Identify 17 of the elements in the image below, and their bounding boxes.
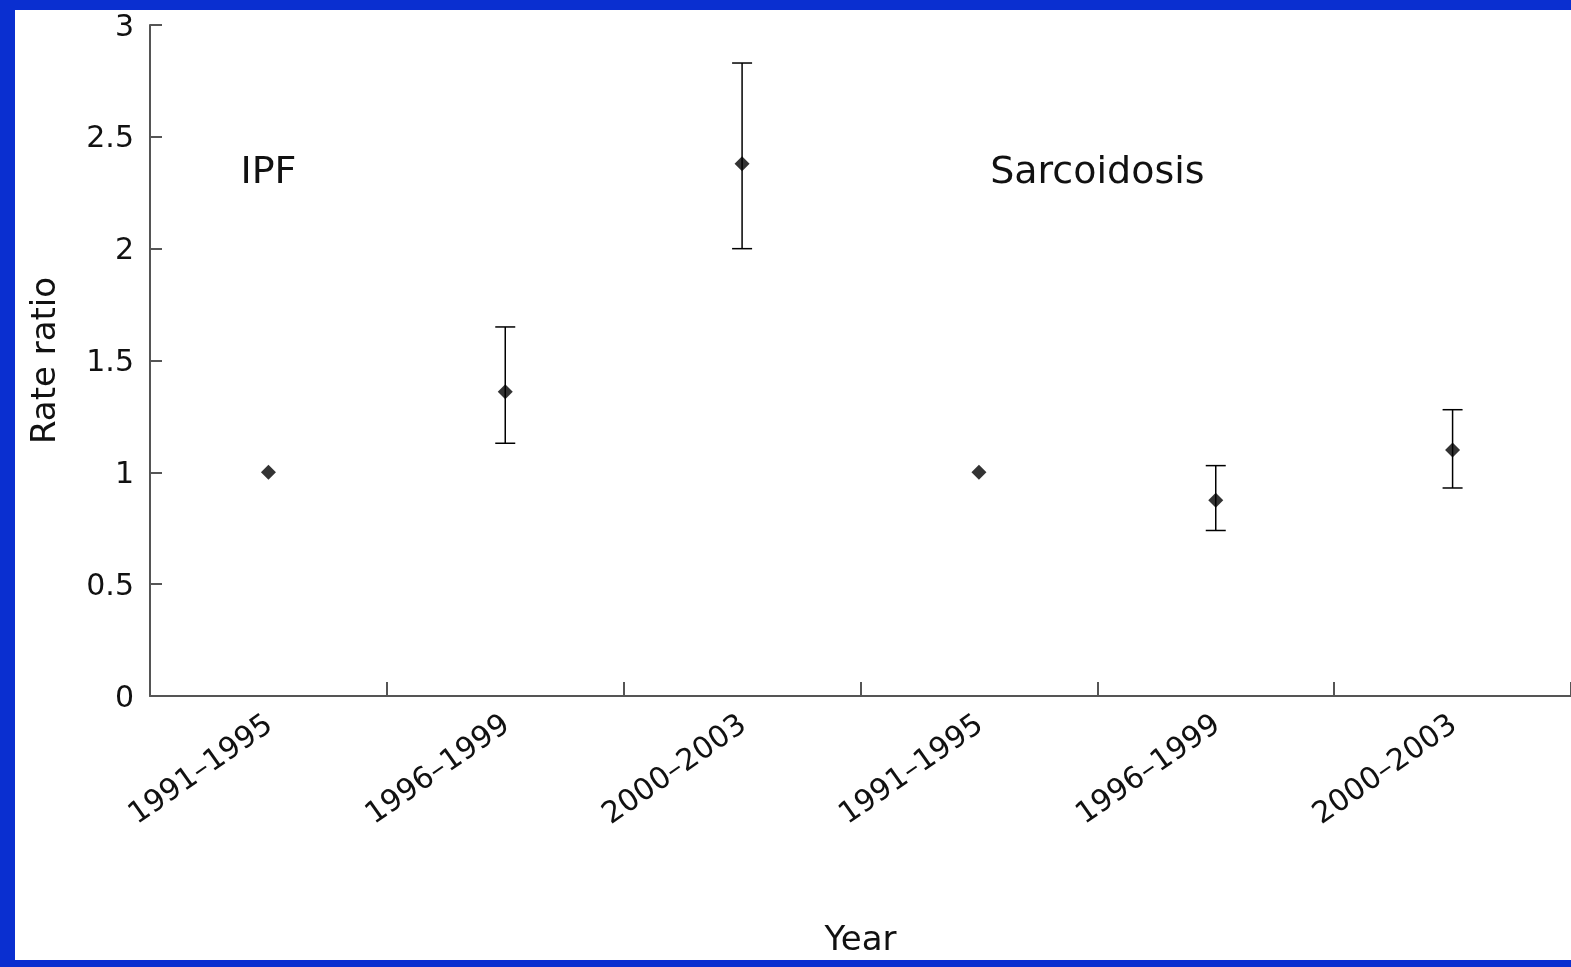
point <box>260 464 276 480</box>
y-tick-label: 0.5 <box>86 566 134 602</box>
y-tick-label: 3 <box>114 7 134 43</box>
point <box>734 156 750 172</box>
point <box>497 384 513 400</box>
y-tick-label: 0 <box>114 678 134 714</box>
annotation: IPF <box>240 148 297 193</box>
y-tick-label: 2 <box>114 231 134 267</box>
point <box>1208 492 1224 508</box>
y-tick-label: 2.5 <box>86 119 134 155</box>
y-axis-title: Rate ratio <box>23 276 63 445</box>
y-tick-label: 1 <box>114 454 134 490</box>
x-axis-title: Year <box>823 918 897 958</box>
point <box>1445 442 1461 458</box>
point <box>971 464 987 480</box>
annotation: Sarcoidosis <box>990 148 1205 193</box>
y-tick-label: 1.5 <box>86 343 134 378</box>
